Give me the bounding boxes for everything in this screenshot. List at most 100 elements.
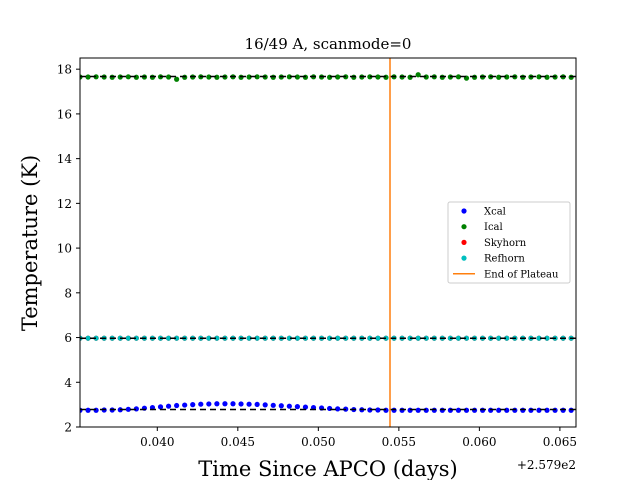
y-tick-label: 10	[57, 242, 72, 256]
legend-marker	[461, 208, 467, 214]
point-ical	[174, 76, 180, 82]
point-xcal	[222, 401, 228, 407]
series-xcal	[80, 401, 574, 413]
point-xcal	[238, 401, 244, 407]
point-ical	[294, 74, 300, 80]
point-refhorn	[463, 335, 470, 341]
x-tick-label: 0.065	[543, 435, 577, 449]
y-tick-label: 4	[64, 376, 72, 390]
point-refhorn	[367, 335, 373, 341]
point-xcal	[455, 407, 462, 413]
y-tick-label: 2	[64, 421, 72, 435]
point-refhorn	[254, 335, 260, 341]
x-tick-label: 0.060	[462, 435, 496, 449]
point-xcal	[85, 407, 91, 413]
point-refhorn	[536, 335, 542, 341]
axes-ticks: 0.040 0.045 0.050 0.055 0.060 0.065 2 4 6 8 10 12 14…	[57, 63, 577, 449]
point-ical	[367, 74, 373, 80]
point-ical	[504, 74, 510, 80]
point-refhorn	[423, 335, 429, 341]
point-xcal	[375, 407, 381, 413]
point-refhorn	[504, 335, 510, 341]
point-ical	[423, 74, 429, 80]
point-ical	[415, 72, 421, 78]
point-xcal	[246, 401, 252, 407]
legend-marker	[461, 224, 467, 230]
point-xcal	[174, 402, 180, 409]
point-xcal	[206, 401, 212, 407]
legend-box	[447, 201, 571, 284]
point-refhorn	[496, 335, 502, 341]
point-xcal	[230, 401, 236, 407]
point-ical	[254, 74, 260, 80]
point-ical	[335, 74, 341, 80]
point-ical	[375, 74, 381, 80]
point-refhorn	[93, 335, 99, 341]
y-tick-label: 16	[57, 107, 72, 121]
point-ical	[286, 74, 292, 80]
point-refhorn	[133, 335, 139, 341]
x-axis-offset-label: +2.579e2	[517, 458, 576, 472]
plot-area	[80, 58, 576, 427]
point-xcal	[302, 404, 309, 410]
point-refhorn	[246, 335, 252, 341]
plot-frame	[79, 57, 577, 428]
point-refhorn	[544, 335, 550, 341]
point-refhorn	[206, 335, 212, 341]
y-tick-label: 14	[57, 152, 73, 166]
point-ical	[125, 74, 131, 80]
point-refhorn	[165, 335, 172, 341]
y-axis-label: Temperature (K)	[18, 155, 42, 331]
legend-marker	[461, 239, 467, 245]
point-xcal	[286, 403, 292, 409]
point-xcal	[415, 407, 421, 413]
x-tick-label: 0.055	[382, 435, 416, 449]
legend-marker	[461, 255, 467, 261]
point-refhorn	[286, 335, 292, 341]
point-refhorn	[85, 335, 91, 341]
y-tick-label: 18	[57, 63, 72, 77]
point-ical	[246, 74, 252, 80]
x-tick-label: 0.050	[301, 435, 335, 449]
point-ical	[93, 74, 99, 80]
point-refhorn	[174, 335, 180, 341]
point-refhorn	[294, 335, 300, 341]
legend-label: End of Plateau	[484, 269, 559, 280]
legend-label: Skyhorn	[484, 238, 527, 249]
y-tick-label: 6	[64, 331, 72, 345]
point-ical	[165, 74, 172, 80]
point-ical	[536, 74, 542, 80]
legend-label: Refhorn	[484, 254, 525, 265]
point-xcal	[198, 401, 204, 407]
point-xcal	[190, 402, 196, 408]
point-xcal	[270, 402, 276, 408]
point-refhorn	[327, 335, 333, 341]
y-tick-label: 12	[57, 197, 72, 211]
legend-label: Ical	[484, 222, 503, 233]
x-axis-label: Time Since APCO (days)	[198, 457, 457, 480]
legend: Xcal Ical Skyhorn Refhorn End of Plateau	[447, 201, 571, 284]
x-tick-label: 0.045	[221, 435, 255, 449]
point-refhorn	[125, 335, 131, 341]
point-xcal	[294, 404, 300, 410]
point-refhorn	[214, 335, 220, 341]
point-refhorn	[415, 335, 421, 341]
point-ical	[455, 74, 462, 80]
point-refhorn	[455, 335, 462, 341]
point-ical	[206, 74, 212, 80]
point-refhorn	[335, 335, 341, 341]
point-xcal	[125, 406, 131, 412]
point-xcal	[157, 404, 164, 410]
point-xcal	[278, 403, 284, 409]
point-xcal	[262, 402, 268, 408]
point-xcal	[214, 401, 220, 407]
chart-title: 16/49 A, scanmode=0	[245, 35, 412, 53]
y-tick-label: 8	[64, 286, 72, 300]
legend-label: Xcal	[484, 207, 506, 218]
point-xcal	[254, 401, 260, 408]
point-refhorn	[375, 335, 381, 341]
point-xcal	[165, 403, 172, 409]
point-xcal	[335, 406, 341, 412]
point-xcal	[182, 402, 188, 408]
